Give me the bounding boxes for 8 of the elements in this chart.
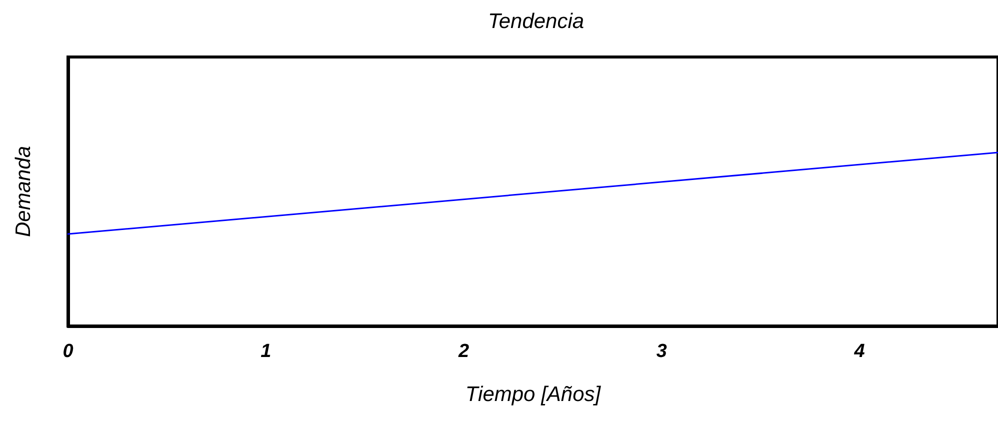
x-tick-label: 0 [62, 341, 74, 362]
chart-title: Tendencia [488, 10, 584, 33]
x-tick-label: 1 [260, 341, 272, 362]
x-tick-label: 4 [853, 341, 866, 362]
x-tick-label: 2 [457, 341, 470, 362]
x-axis-title: Tiempo [Años] [465, 383, 602, 406]
x-tick-label: 3 [656, 341, 668, 362]
y-axis-title: Demanda [12, 146, 35, 238]
